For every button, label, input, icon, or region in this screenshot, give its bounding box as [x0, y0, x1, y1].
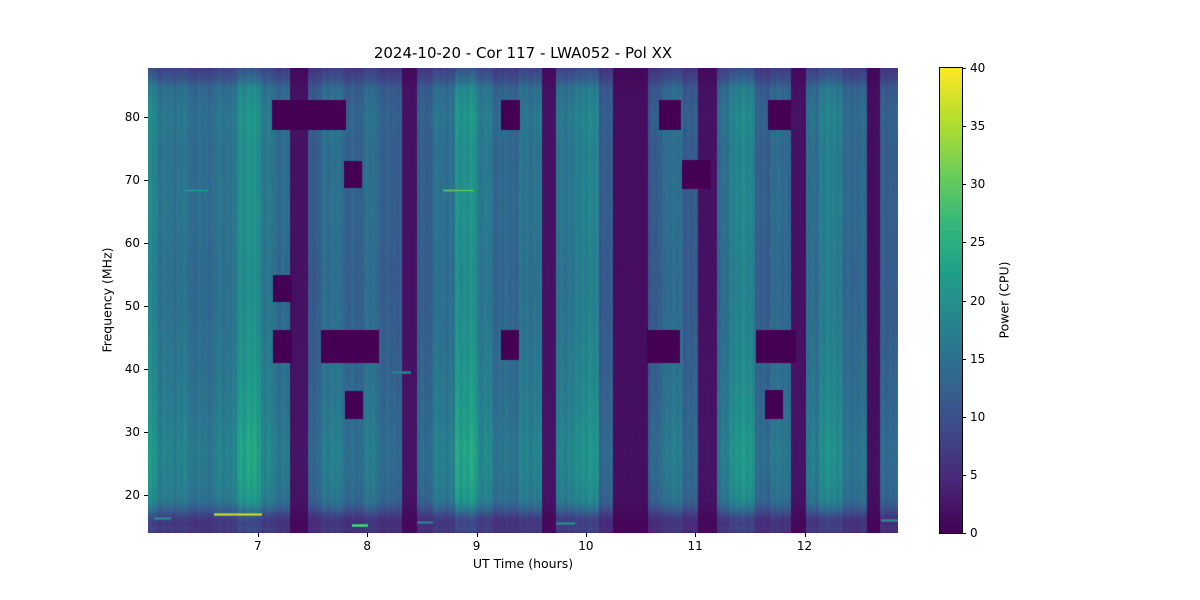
x-tick-mark — [477, 533, 478, 537]
colorbar-tick-label: 40 — [970, 61, 986, 75]
colorbar-tick-label: 10 — [970, 409, 986, 424]
y-tick-label: 20 — [124, 487, 140, 502]
y-tick-label: 70 — [124, 172, 140, 187]
colorbar-tick-mark — [962, 184, 966, 185]
heatmap-canvas — [148, 68, 898, 533]
chart-title: 2024-10-20 - Cor 117 - LWA052 - Pol XX — [373, 44, 673, 62]
x-tick-mark — [805, 533, 806, 537]
x-tick-label: 11 — [687, 539, 703, 553]
y-tick-mark — [144, 180, 148, 181]
colorbar-tick-mark — [962, 475, 966, 476]
y-tick-label: 50 — [124, 298, 140, 313]
x-tick-label: 10 — [578, 539, 594, 553]
colorbar-tick-mark — [962, 417, 966, 418]
x-tick-mark — [258, 533, 259, 537]
colorbar-tick-mark — [962, 126, 966, 127]
colorbar-tick-label: 15 — [970, 351, 986, 366]
x-tick-label: 7 — [254, 539, 262, 553]
x-tick-mark — [695, 533, 696, 537]
y-tick-label: 60 — [124, 235, 140, 250]
x-tick-label: 9 — [472, 539, 481, 553]
colorbar-tick-mark — [962, 359, 966, 360]
colorbar-tick-label: 5 — [970, 467, 978, 482]
y-tick-label: 30 — [124, 424, 140, 439]
x-tick-mark — [367, 533, 368, 537]
colorbar-tick-label: 30 — [970, 177, 986, 192]
y-tick-mark — [144, 432, 148, 433]
y-tick-mark — [144, 495, 148, 496]
colorbar-tick-label: 25 — [970, 235, 986, 250]
colorbar-tick-mark — [962, 533, 966, 534]
colorbar-tick-mark — [962, 301, 966, 302]
y-tick-mark — [144, 243, 148, 244]
colorbar-tick-label: 35 — [970, 119, 986, 134]
colorbar — [939, 67, 963, 534]
colorbar-tick-mark — [962, 68, 966, 69]
x-tick-label: 8 — [363, 539, 372, 553]
y-tick-label: 40 — [124, 361, 140, 376]
colorbar-gradient — [940, 68, 962, 533]
y-tick-mark — [144, 306, 148, 307]
colorbar-tick-label: 20 — [970, 293, 986, 308]
x-tick-mark — [586, 533, 587, 537]
colorbar-tick-mark — [962, 242, 966, 243]
y-tick-mark — [144, 369, 148, 370]
y-tick-mark — [144, 117, 148, 118]
plot-area — [148, 68, 898, 533]
colorbar-tick-label: 0 — [970, 526, 978, 540]
x-tick-label: 12 — [796, 539, 813, 553]
y-tick-label: 80 — [124, 109, 140, 124]
x-axis-label: UT Time (hours) — [472, 556, 574, 571]
